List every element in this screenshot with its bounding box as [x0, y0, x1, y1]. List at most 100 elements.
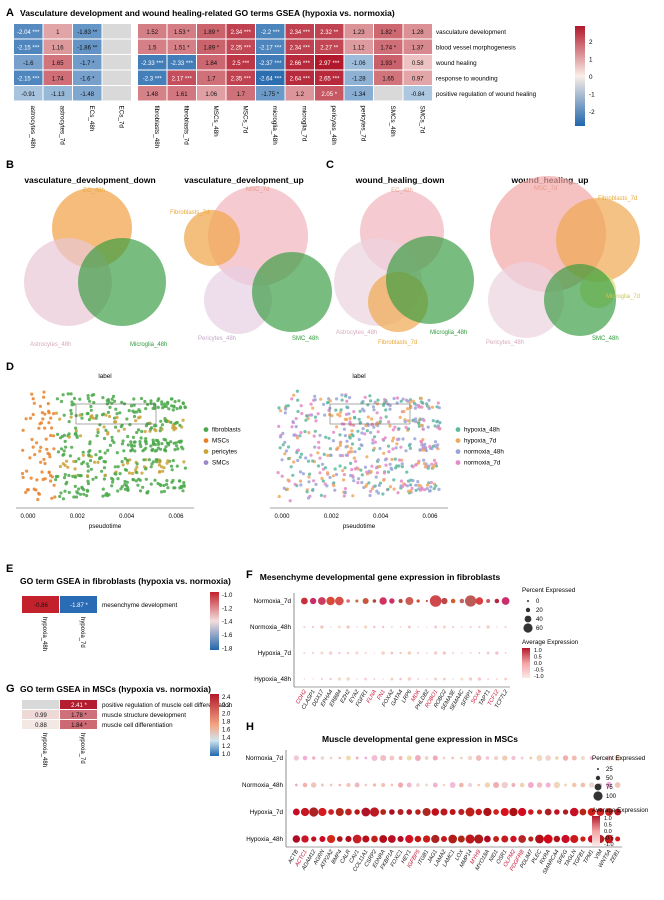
- heat-cell-label: 2.5 ***: [232, 61, 250, 67]
- cell-point: [116, 465, 120, 469]
- cell-point: [153, 427, 157, 432]
- cell-point: [86, 489, 90, 493]
- dot: [474, 834, 484, 844]
- cell-point: [25, 469, 29, 473]
- color-bar-tick: -1.2: [222, 606, 233, 612]
- heat-cell-label: 2.66 ***: [290, 61, 311, 67]
- dot: [442, 625, 446, 629]
- color-bar-tick: 1.8: [222, 719, 231, 725]
- cell-point: [320, 462, 325, 466]
- cell-point: [331, 474, 335, 478]
- color-legend-bar: [592, 816, 600, 846]
- dot: [452, 625, 455, 629]
- cell-point: [322, 402, 326, 406]
- cell-point: [301, 472, 305, 476]
- cell-point: [381, 492, 385, 496]
- cell-point: [33, 453, 37, 457]
- dot: [397, 809, 404, 815]
- dot: [564, 783, 567, 787]
- dot: [414, 755, 421, 761]
- cell-point: [141, 485, 145, 489]
- dot: [496, 626, 498, 628]
- venn-b2-set3: Pericytes_48h: [198, 336, 236, 342]
- cell-point: [366, 423, 370, 428]
- x-axis-label: pseudotime: [89, 523, 122, 530]
- dot: [373, 625, 376, 629]
- cell-point: [350, 429, 354, 433]
- cell-point: [371, 441, 375, 445]
- dot: [361, 807, 371, 817]
- dot: [417, 651, 420, 655]
- cell-point: [95, 434, 99, 438]
- heat-cell-label: 0.88: [35, 723, 47, 729]
- dot: [352, 834, 362, 844]
- dot: [604, 834, 614, 844]
- dot: [417, 678, 420, 680]
- cell-point: [419, 396, 423, 400]
- cell-point: [160, 490, 164, 494]
- heat-cell: [14, 55, 43, 70]
- cell-point: [374, 422, 378, 427]
- cell-point: [283, 411, 287, 415]
- dot: [483, 807, 492, 817]
- cell-point: [372, 446, 376, 450]
- dot: [467, 782, 473, 788]
- cell-point: [181, 447, 185, 451]
- cell-point: [153, 406, 157, 410]
- cell-point: [140, 429, 144, 434]
- cell-point: [343, 490, 347, 495]
- cell-point: [177, 440, 181, 444]
- cell-point: [86, 479, 90, 483]
- dot: [589, 756, 594, 760]
- cell-point: [365, 455, 369, 459]
- cell-point: [52, 483, 56, 487]
- heat-cell-label: -1.13: [51, 92, 65, 98]
- cell-point: [365, 470, 369, 474]
- cell-point: [374, 466, 378, 470]
- heat-col-label: microglia_7d: [300, 106, 307, 142]
- heat-cell: [138, 86, 167, 101]
- cell-point: [406, 419, 410, 423]
- cell-point: [408, 446, 412, 450]
- size-legend-dot: [523, 623, 533, 633]
- cell-point: [103, 451, 107, 455]
- heat-cell: [73, 55, 102, 70]
- cell-point: [394, 466, 398, 470]
- heat-cell: [344, 70, 373, 85]
- dot: [407, 651, 412, 655]
- cell-point: [400, 465, 404, 469]
- cell-point: [61, 393, 65, 397]
- cell-point: [86, 396, 90, 401]
- cell-point: [432, 463, 436, 467]
- dot: [452, 678, 454, 680]
- cell-point: [325, 471, 330, 475]
- dot: [319, 836, 326, 842]
- dot: [318, 807, 327, 817]
- heat-cell: [60, 700, 97, 709]
- heat-cell-label: -1.06: [352, 61, 366, 67]
- heat-cell: [344, 55, 373, 70]
- dot: [587, 808, 596, 816]
- trajectory-box: [329, 403, 411, 425]
- cell-point: [122, 449, 126, 453]
- dot: [464, 595, 477, 607]
- dot: [543, 834, 553, 844]
- cell-point: [356, 429, 360, 433]
- heat-cell-label: 1.28: [412, 30, 424, 36]
- cell-point: [42, 457, 46, 462]
- cell-point: [85, 494, 89, 498]
- dot: [614, 754, 621, 762]
- cell-point: [384, 463, 388, 467]
- dot: [328, 809, 334, 815]
- heat-row-label: positive regulation of muscle cell diffe…: [102, 702, 233, 709]
- cell-point: [328, 413, 332, 417]
- cell-point: [430, 405, 435, 409]
- dot: [364, 756, 368, 760]
- dot: [451, 756, 455, 760]
- cell-point: [106, 448, 110, 452]
- dot: [317, 597, 326, 605]
- cell-point: [89, 408, 93, 412]
- dot: [614, 782, 621, 788]
- cell-point: [327, 436, 331, 440]
- cell-point: [343, 487, 347, 491]
